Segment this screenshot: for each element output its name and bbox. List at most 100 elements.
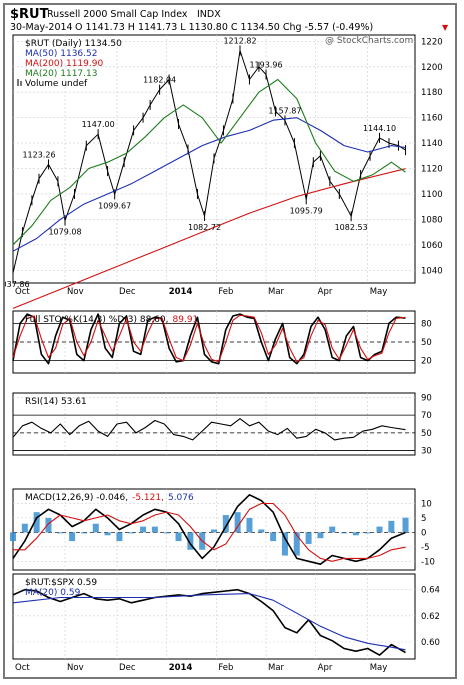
price-annotation: 1082.53 bbox=[335, 223, 368, 232]
price-annotation: 1182.04 bbox=[143, 76, 176, 85]
y-tick-label: 30 bbox=[421, 447, 432, 457]
price-annotation: 1157.87 bbox=[268, 106, 301, 115]
y-tick-label: 1220 bbox=[421, 37, 443, 47]
y-tick-label: 1060 bbox=[421, 241, 443, 251]
panel-price: 1040 1060 1080 1100 1120 1140 1160 1180 1200 1220… bbox=[5, 34, 443, 309]
histogram-bar bbox=[364, 532, 371, 534]
histogram-bar bbox=[317, 532, 324, 539]
histogram-bar bbox=[69, 532, 76, 542]
stockcharts-figure: $RUT Russell 2000 Small Cap Index INDX 3… bbox=[5, 7, 449, 673]
y-tick-label: 1120 bbox=[421, 165, 443, 175]
histogram-bar bbox=[57, 532, 64, 534]
x-tick-label: Apr bbox=[318, 287, 333, 297]
price-annotation: 1144.10 bbox=[363, 124, 396, 133]
legend-entry: Volume undef bbox=[25, 79, 88, 89]
series-line-ma-20- bbox=[12, 78, 406, 246]
histogram-bar bbox=[341, 532, 348, 534]
legend-entry: MA(20) 1117.13 bbox=[25, 69, 97, 79]
series-line-macd bbox=[12, 493, 406, 566]
volume-icon-bar bbox=[20, 81, 22, 86]
histogram-bar bbox=[234, 512, 241, 533]
panel-rsi: 30 50 70 90 RSI(14) 53.61 bbox=[12, 392, 432, 457]
histogram-bar bbox=[45, 517, 52, 533]
volume-icon bbox=[17, 79, 19, 86]
histogram-bar bbox=[10, 532, 16, 542]
histogram-bar bbox=[163, 532, 170, 534]
x-tick-label: Dec bbox=[119, 663, 136, 673]
y-tick-label: 0.64 bbox=[421, 586, 440, 596]
y-tick-label: 0 bbox=[421, 528, 426, 538]
price-annotation: 1095.79 bbox=[290, 206, 323, 215]
y-tick-label: 1100 bbox=[421, 190, 443, 200]
index-name: Russell 2000 Small Cap Index bbox=[47, 9, 188, 20]
y-tick-label: 1180 bbox=[421, 88, 443, 98]
histogram-bar bbox=[246, 517, 253, 533]
histogram-bar bbox=[92, 523, 99, 533]
price-annotation: 1123.26 bbox=[22, 150, 55, 159]
histogram-bar bbox=[352, 532, 359, 536]
histogram-bar bbox=[258, 529, 265, 533]
y-tick-label: 0.62 bbox=[421, 612, 440, 622]
x-tick-label: May bbox=[370, 663, 388, 673]
histogram-bar bbox=[151, 526, 158, 533]
price-annotation: 1082.72 bbox=[188, 223, 221, 232]
panel-border bbox=[12, 488, 416, 571]
histogram-bar bbox=[33, 512, 40, 533]
series-line--k bbox=[12, 313, 406, 365]
watermark: @ StockCharts.com bbox=[325, 36, 413, 46]
x-tick-label: 2014 bbox=[169, 287, 193, 297]
series-line-rsi-14- bbox=[12, 418, 406, 441]
price-annotation: 1147.00 bbox=[82, 120, 115, 129]
panel-macd: -10 -5 0 5 10 MACD(12,26,9) -0.046, -5.121, 5.0… bbox=[10, 488, 435, 571]
y-tick-label: 1040 bbox=[421, 266, 443, 276]
y-tick-label: 90 bbox=[421, 393, 432, 403]
y-tick-label: 1160 bbox=[421, 114, 443, 124]
histogram-bar bbox=[329, 526, 336, 533]
down-arrow-icon: ▼ bbox=[442, 23, 449, 32]
series-line-signal bbox=[13, 502, 406, 562]
x-tick-label: Mar bbox=[268, 663, 285, 673]
legend-entry: RSI(14) 53.61 bbox=[25, 397, 87, 407]
legend-entry: MA(20) 0.59 bbox=[25, 588, 81, 598]
x-tick-label: Mar bbox=[268, 287, 285, 297]
series-line--rut-spx bbox=[12, 588, 406, 656]
price-annotation: 1079.08 bbox=[48, 228, 81, 237]
x-tick-label: Oct bbox=[15, 287, 30, 297]
histogram-bar bbox=[128, 532, 135, 534]
histogram-bar bbox=[376, 526, 383, 533]
histogram-bar bbox=[140, 526, 147, 533]
legend-entry: Full STO %K(14,3) %D(3) 88.60, bbox=[25, 315, 169, 325]
chart-frame: $RUT Russell 2000 Small Cap Index INDX 3… bbox=[3, 3, 457, 679]
x-tick-label: Feb bbox=[218, 663, 233, 673]
legend-entry: MA(200) 1119.90 bbox=[25, 59, 103, 69]
histogram-bar bbox=[175, 532, 182, 542]
histogram-bar bbox=[281, 532, 288, 556]
histogram-bar bbox=[104, 532, 111, 536]
histogram-bar bbox=[222, 515, 229, 533]
legend-entry: $RUT (Daily) 1134.50 bbox=[25, 39, 122, 49]
histogram-bar bbox=[388, 520, 395, 533]
y-tick-label: 50 bbox=[421, 338, 432, 348]
histogram-bar bbox=[305, 532, 312, 544]
histogram-bar bbox=[21, 523, 28, 533]
y-tick-label: -10 bbox=[421, 557, 435, 567]
x-tick-label: Feb bbox=[218, 287, 233, 297]
panel-stochastic: 20 50 80 Full STO %K(14,3) %D(3) 88.60, 89.9… bbox=[12, 310, 432, 374]
y-tick-label: 50 bbox=[421, 429, 432, 439]
series-line--rut-daily- bbox=[12, 50, 406, 274]
histogram-bar bbox=[187, 532, 194, 550]
x-tick-label: Apr bbox=[318, 663, 333, 673]
panel-border bbox=[12, 573, 416, 660]
y-tick-label: 80 bbox=[421, 319, 432, 329]
y-tick-label: 1140 bbox=[421, 139, 443, 149]
histogram-bar bbox=[270, 532, 277, 542]
legend-entry: $RUT:$SPX 0.59 bbox=[25, 578, 97, 588]
y-tick-label: -5 bbox=[421, 543, 429, 553]
legend-entry-red: -5.121, bbox=[132, 493, 164, 503]
histogram-bar bbox=[116, 532, 123, 542]
price-annotation: 1193.96 bbox=[249, 60, 282, 69]
x-tick-label: Oct bbox=[15, 663, 30, 673]
x-tick-label: May bbox=[370, 287, 388, 297]
histogram-bar bbox=[211, 529, 217, 533]
chart-date: 30-May-2014 bbox=[10, 22, 73, 33]
